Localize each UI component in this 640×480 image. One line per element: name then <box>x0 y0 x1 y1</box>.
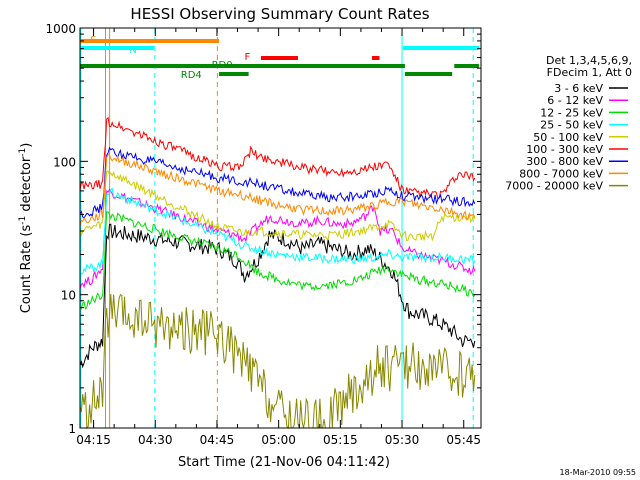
legend-header-line: FDecim 1, Att 0 <box>547 66 632 79</box>
legend-entry-label: 300 - 800 keV <box>526 155 603 168</box>
y-tick-label: 10 <box>61 289 76 303</box>
legend-entry-label: 7000 - 20000 keV <box>505 180 603 193</box>
plot-frame <box>79 27 482 429</box>
series-lines <box>79 116 476 430</box>
y-axis: 1 10 100 1000 <box>45 22 481 436</box>
y-axis-label: Count Rate (s-1 detector-1) <box>18 143 34 314</box>
series-line <box>79 223 476 369</box>
legend-entry-label: 50 - 100 keV <box>533 131 603 144</box>
legend-entry-label: 800 - 7000 keV <box>519 167 603 180</box>
series-line <box>79 210 476 310</box>
state-label-n: N <box>129 45 136 56</box>
x-axis-label: Start Time (21-Nov-06 04:11:42) <box>178 455 390 470</box>
legend-entry-label: 3 - 6 keV <box>554 82 603 95</box>
y-tick-label: 100 <box>53 155 76 169</box>
series-line <box>79 116 476 200</box>
state-label-rd0: RD0 <box>212 60 233 71</box>
x-tick-label: 05:00 <box>261 433 296 447</box>
series-line <box>79 154 476 226</box>
y-tick-label: 1000 <box>45 22 76 36</box>
attenuator-state-bars: S N RD0 RD4 F <box>80 35 479 81</box>
state-label-rd4: RD4 <box>181 70 202 81</box>
legend-entry-label: 25 - 50 keV <box>540 119 603 132</box>
legend: Det 1,3,4,5,6,9,FDecim 1, Att 0 3 - 6 keV… <box>505 54 632 193</box>
series-line <box>79 293 476 430</box>
legend-entry-label: 6 - 12 keV <box>547 94 603 107</box>
state-label-f: F <box>245 52 251 63</box>
x-tick-label: 04:30 <box>138 433 173 447</box>
footer-date: 18-Mar-2010 09:55 <box>560 468 637 477</box>
series-line <box>79 146 476 219</box>
series-line <box>79 170 476 242</box>
x-tick-label: 05:30 <box>385 433 420 447</box>
x-tick-label: 04:45 <box>200 433 235 447</box>
chart-title: HESSI Observing Summary Count Rates <box>130 5 429 23</box>
x-tick-label: 04:15 <box>76 433 111 447</box>
x-tick-label: 05:45 <box>446 433 481 447</box>
legend-entry-label: 12 - 25 keV <box>540 106 603 119</box>
series-line <box>79 187 476 276</box>
y-tick-label: 1 <box>68 422 76 436</box>
state-label-s: S <box>90 35 96 46</box>
legend-entry-label: 100 - 300 keV <box>526 143 603 156</box>
legend-header-line: Det 1,3,4,5,6,9, <box>546 54 632 67</box>
x-axis: 04:15 04:30 04:45 05:00 05:15 05:30 05:45 <box>76 28 481 447</box>
x-tick-label: 05:15 <box>323 433 358 447</box>
